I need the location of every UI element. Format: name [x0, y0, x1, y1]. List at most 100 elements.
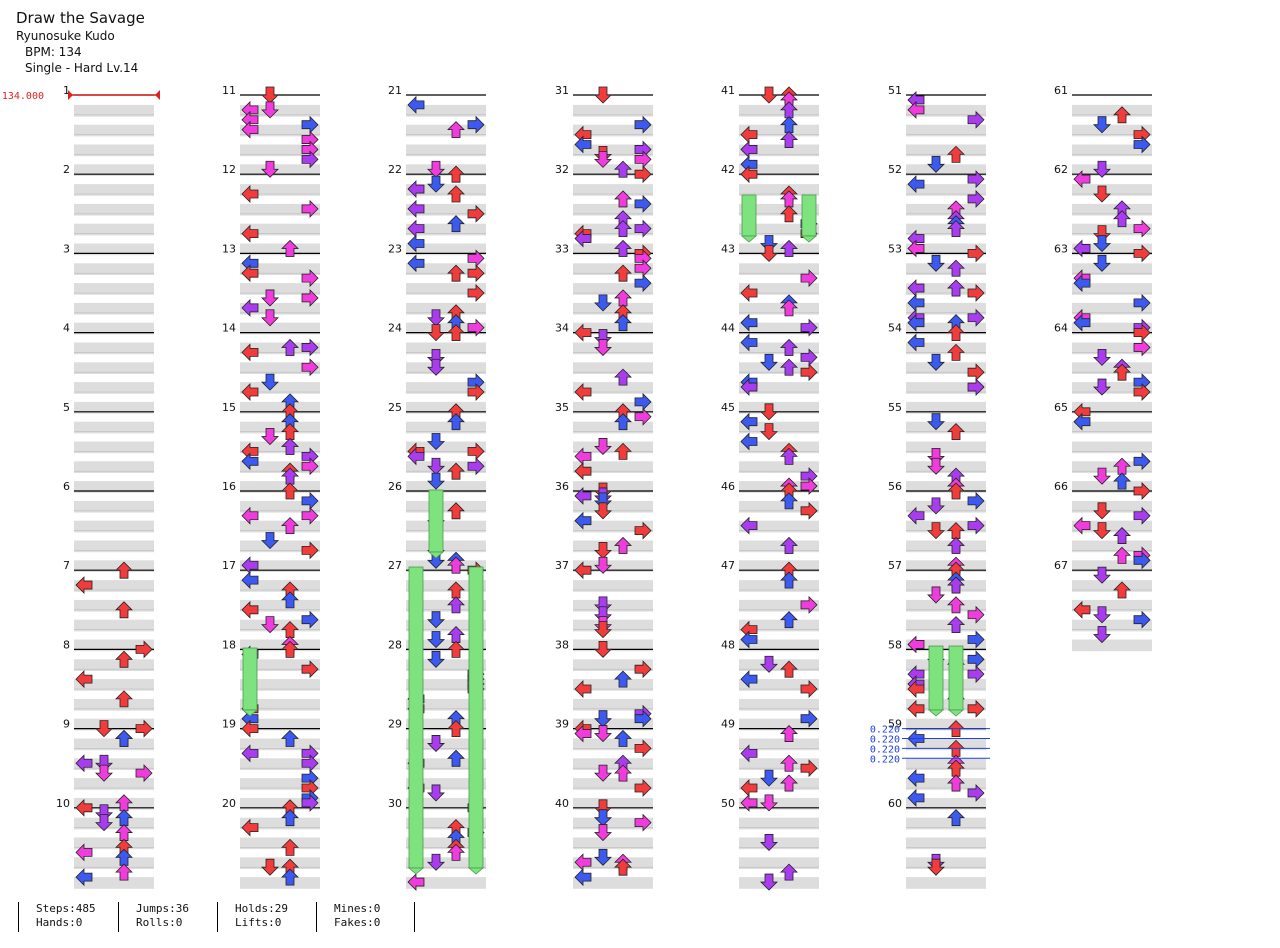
beat-band — [739, 124, 819, 137]
beat-band — [739, 619, 819, 632]
down-arrow-note — [760, 244, 778, 262]
up-arrow-note — [780, 571, 798, 589]
hold-body — [428, 489, 444, 553]
up-arrow-note — [281, 729, 299, 747]
scroll-speed-label: 0.220 — [870, 725, 900, 736]
down-arrow-note — [760, 873, 778, 891]
beat-band — [406, 401, 486, 414]
down-arrow-note — [261, 428, 279, 446]
up-arrow-note — [947, 482, 965, 500]
beat-band — [573, 698, 653, 711]
down-arrow-note — [427, 324, 445, 342]
measure-label: 60 — [888, 797, 902, 810]
down-arrow-note — [760, 655, 778, 673]
beat-band — [406, 857, 486, 869]
down-arrow-note — [427, 309, 445, 327]
up-arrow-note — [1113, 581, 1131, 599]
down-arrow-note — [95, 764, 113, 782]
right-arrow-note — [634, 660, 652, 679]
right-arrow-note — [800, 680, 818, 698]
beat-band — [74, 283, 154, 295]
beat-band — [240, 322, 320, 335]
up-arrow-note — [614, 729, 632, 747]
up-arrow-note — [115, 863, 133, 881]
stat-steps: Steps:485 — [36, 902, 96, 915]
left-arrow-note — [241, 120, 259, 139]
down-arrow-note — [1093, 160, 1111, 178]
down-arrow-note — [261, 160, 279, 178]
beat-band — [74, 382, 154, 394]
beat-band — [406, 124, 486, 137]
left-arrow-note — [75, 754, 93, 773]
left-arrow-note — [75, 868, 93, 887]
beat-band — [906, 342, 986, 355]
beat-band — [240, 580, 320, 592]
up-arrow-note — [447, 720, 465, 737]
up-arrow-note — [780, 611, 798, 629]
hold-body — [741, 194, 757, 237]
beat-band — [739, 639, 819, 652]
right-arrow-note — [634, 115, 652, 134]
right-arrow-note — [967, 783, 985, 802]
beat-band — [406, 877, 486, 889]
beat-band — [406, 342, 486, 355]
beat-band — [406, 698, 486, 711]
beat-band — [406, 243, 486, 256]
down-arrow-note — [427, 611, 445, 629]
beat-band — [240, 679, 320, 691]
up-arrow-note — [1113, 546, 1131, 564]
measure-label: 25 — [388, 401, 402, 414]
beat-band — [240, 263, 320, 275]
measure-label: 5 — [63, 401, 70, 414]
measure-label: 39 — [555, 718, 569, 731]
measure-label: 33 — [555, 242, 569, 255]
beat-band — [906, 817, 986, 830]
left-arrow-note — [241, 264, 259, 283]
beat-band — [739, 718, 819, 731]
down-arrow-note — [927, 497, 945, 515]
up-arrow-note — [447, 264, 465, 282]
measure-label: 37 — [555, 559, 569, 572]
beat-band — [406, 184, 486, 196]
right-arrow-note — [135, 640, 153, 659]
right-arrow-note — [800, 269, 818, 288]
up-arrow-note — [947, 536, 965, 554]
up-arrow-note — [614, 368, 632, 386]
up-arrow-note — [947, 324, 965, 342]
up-arrow-note — [780, 863, 798, 881]
measure-label: 49 — [721, 718, 735, 731]
left-arrow-note — [75, 576, 93, 595]
measure-label: 21 — [388, 84, 402, 97]
beat-band — [906, 639, 986, 652]
measure-label: 41 — [721, 84, 735, 97]
up-arrow-note — [780, 358, 798, 376]
measure-label: 67 — [1054, 559, 1068, 572]
beat-band — [906, 599, 986, 612]
down-arrow-note — [427, 631, 445, 649]
beat-band — [1072, 104, 1152, 117]
right-arrow-note — [800, 477, 818, 496]
up-arrow-note — [614, 239, 632, 257]
beat-band — [739, 203, 819, 216]
up-arrow-note — [947, 423, 965, 441]
beat-band — [1072, 223, 1152, 236]
beat-band — [573, 322, 653, 335]
up-arrow-note — [281, 591, 299, 609]
down-arrow-note — [760, 86, 778, 104]
beat-band — [1072, 283, 1152, 295]
measure-label: 20 — [222, 797, 236, 810]
beat-band — [573, 184, 653, 196]
down-arrow-note — [760, 403, 778, 421]
left-arrow-note — [241, 818, 259, 837]
beat-band — [573, 738, 653, 751]
beat-band — [1072, 382, 1152, 394]
beat-band — [739, 243, 819, 256]
beat-band — [1072, 540, 1152, 553]
right-arrow-note — [467, 318, 485, 337]
down-arrow-note — [594, 556, 612, 574]
beat-band — [573, 500, 653, 513]
left-arrow-note — [574, 462, 592, 481]
beat-band — [74, 599, 154, 612]
beat-band — [74, 659, 154, 671]
right-arrow-note — [967, 516, 985, 535]
